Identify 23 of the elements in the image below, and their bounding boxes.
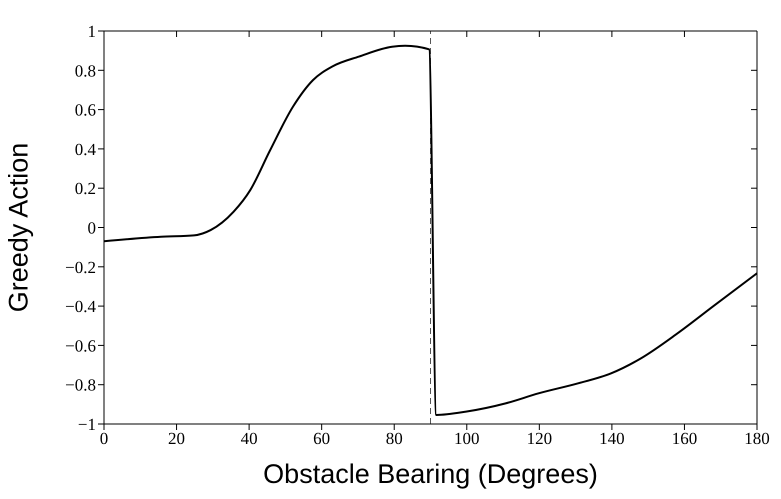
y-tick-label: −0.8 xyxy=(65,376,96,395)
x-tick-label: 180 xyxy=(744,429,770,448)
x-tick-label: 60 xyxy=(313,429,330,448)
y-tick-label: 0.8 xyxy=(74,61,96,80)
x-tick-label: 80 xyxy=(386,429,403,448)
y-tick-label: 0.4 xyxy=(74,140,96,159)
y-tick-label: −0.2 xyxy=(65,258,96,277)
y-tick-label: −1 xyxy=(78,415,96,434)
x-tick-label: 140 xyxy=(599,429,625,448)
y-tick-label: 0.2 xyxy=(74,179,96,198)
y-tick-label: 0.6 xyxy=(74,100,96,120)
y-axis-title: Greedy Action xyxy=(4,142,34,312)
y-tick-label: −0.6 xyxy=(65,336,96,356)
x-tick-label: 20 xyxy=(168,429,186,448)
x-tick-label: 100 xyxy=(454,429,480,448)
x-tick-label: 40 xyxy=(240,429,258,448)
x-tick-label: 160 xyxy=(672,429,698,448)
x-tick-label: 120 xyxy=(526,429,552,448)
y-tick-label: 0 xyxy=(88,218,96,238)
y-tick-label: −0.4 xyxy=(65,297,96,316)
y-tick-label: 1 xyxy=(88,22,96,42)
x-axis-title: Obstacle Bearing (Degrees) xyxy=(263,459,598,489)
x-tick-label: 0 xyxy=(100,429,108,448)
